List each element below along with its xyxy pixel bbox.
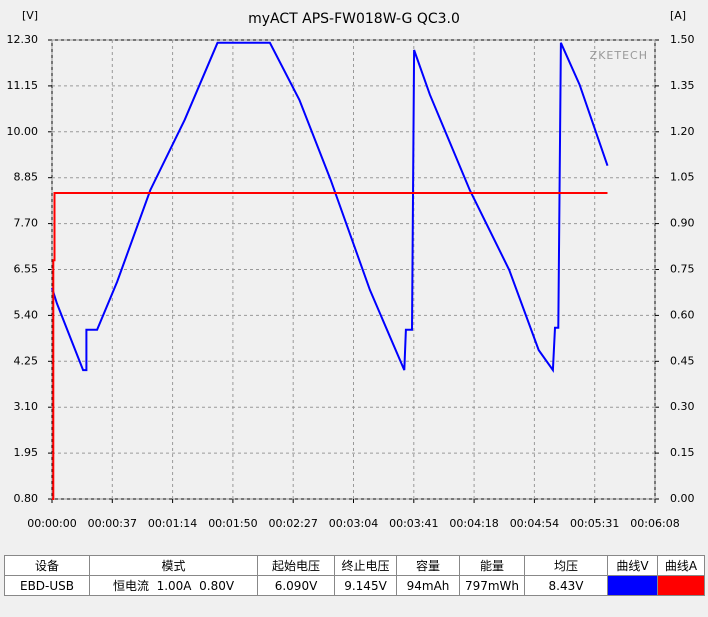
y2-tick-label: 0.75: [670, 263, 695, 276]
table-cell: 模式: [89, 555, 258, 576]
y-tick-label: 7.70: [14, 217, 39, 230]
x-tick-label: 00:04:54: [510, 517, 559, 530]
table-cell: 能量: [459, 555, 525, 576]
table-cell: 8.43V: [524, 575, 608, 596]
table-cell: 恒电流 1.00A 0.80V: [89, 575, 258, 596]
watermark: ZKETECH: [590, 49, 648, 62]
x-tick-label: 00:03:41: [389, 517, 438, 530]
y2-tick-label: 0.00: [670, 492, 695, 505]
y-tick-label: 6.55: [14, 263, 39, 276]
y2-tick-label: 1.05: [670, 171, 695, 184]
y-tick-label: 3.10: [14, 400, 39, 413]
table-cell: 均压: [524, 555, 608, 576]
x-tick-label: 00:05:31: [570, 517, 619, 530]
y2-tick-label: 1.35: [670, 79, 695, 92]
y2-tick-label: 0.90: [670, 217, 695, 230]
curve-swatch: [607, 575, 658, 596]
y-tick-label: 10.00: [7, 125, 39, 138]
table-cell: 94mAh: [396, 575, 460, 596]
table-cell: 曲线V: [607, 555, 658, 576]
series-line: [51, 41, 609, 374]
y-tick-label: 1.95: [14, 446, 39, 459]
y-tick-label: 4.25: [14, 354, 39, 367]
table-cell: 容量: [396, 555, 460, 576]
y2-tick-label: 1.20: [670, 125, 695, 138]
y2-tick-label: 0.60: [670, 308, 695, 321]
table-cell: 6.090V: [257, 575, 335, 596]
y2-axis-label: [A]: [670, 9, 686, 22]
x-tick-label: 00:00:00: [27, 517, 76, 530]
x-tick-label: 00:00:37: [88, 517, 137, 530]
y2-tick-label: 1.50: [670, 33, 695, 46]
chart-title: myACT APS-FW018W-G QC3.0: [248, 11, 460, 27]
table-cell: 797mWh: [459, 575, 525, 596]
series-line: [52, 192, 608, 500]
table-cell: EBD-USB: [4, 575, 90, 596]
x-tick-label: 00:01:50: [208, 517, 257, 530]
y2-tick-label: 0.15: [670, 446, 695, 459]
table-cell: 曲线A: [657, 555, 705, 576]
chart: myACT APS-FW018W-G QC3.0 [V] [A] ZKETECH…: [7, 9, 695, 530]
y-tick-label: 0.80: [14, 492, 39, 505]
x-tick-label: 00:01:14: [148, 517, 197, 530]
y2-tick-label: 0.45: [670, 354, 695, 367]
y-tick-label: 8.85: [14, 171, 39, 184]
table-cell: 起始电压: [257, 555, 335, 576]
x-tick-label: 00:04:18: [449, 517, 498, 530]
curve-swatch: [657, 575, 705, 596]
table-cell: 终止电压: [334, 555, 397, 576]
x-tick-label: 00:06:08: [630, 517, 679, 530]
x-tick-label: 00:03:04: [329, 517, 378, 530]
y-axis-label: [V]: [22, 9, 38, 22]
y-tick-label: 11.15: [7, 79, 39, 92]
y-tick-label: 12.30: [7, 33, 39, 46]
table-cell: 9.145V: [334, 575, 397, 596]
table-cell: 设备: [4, 555, 90, 576]
y2-tick-label: 0.30: [670, 400, 695, 413]
summary-table: 设备 模式 起始电压 终止电压 容量 能量 均压 曲线V 曲线A EBD-USB 恒电流 1.00…: [4, 555, 705, 596]
y-tick-label: 5.40: [14, 308, 39, 321]
x-tick-label: 00:02:27: [268, 517, 317, 530]
